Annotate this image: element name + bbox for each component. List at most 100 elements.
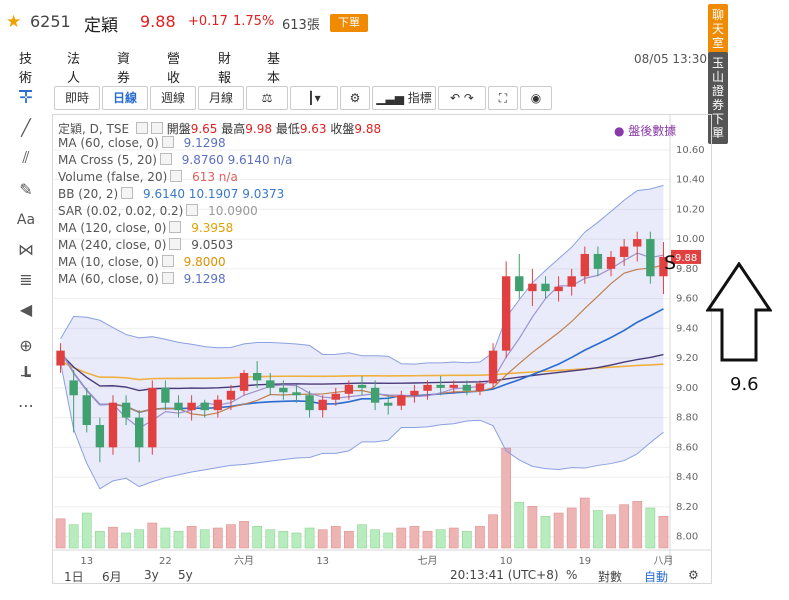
auto-scale-toggle[interactable]: 自動 [644, 570, 669, 584]
candle-body [108, 402, 118, 448]
range-3y[interactable]: 3y [144, 568, 159, 582]
chart-frame [52, 114, 712, 584]
crosshair-icon[interactable]: ✛ [19, 88, 33, 107]
candle-body [95, 425, 105, 448]
volume-bar [422, 531, 433, 549]
candle-body [292, 392, 301, 396]
y-tick-label: 9.80 [676, 264, 698, 275]
percent-toggle[interactable]: % [566, 568, 578, 582]
price-chart[interactable]: 8.00 8.20 8.40 8.60 8.80 9.00 9.20 9.40 9.60 9.80… [52, 114, 712, 566]
volume-bar [514, 501, 525, 549]
candle-body [580, 253, 590, 277]
volume-bar [540, 516, 551, 549]
indicators-button[interactable]: ▁▃▅ 指標 [372, 86, 436, 110]
interval-weekly-button[interactable]: 週線 [150, 86, 196, 110]
legend-item-name: Volume (false, 20) [58, 170, 168, 184]
chart-toolbar: 即時 日線 週線 月線 ⚖ ┃▾ ⚙ ▁▃▅ 指標 ↶ ↷ ⛶ ◉ [52, 84, 712, 112]
text-tool-icon[interactable]: Aa [16, 212, 36, 228]
parallel-lines-icon[interactable]: ⫽ [22, 148, 30, 167]
volume-bar [108, 526, 118, 549]
y-tick-label: 9.60 [676, 294, 698, 305]
volume-bar [448, 527, 459, 549]
more-tools-icon[interactable]: ⋯ [18, 396, 34, 415]
y-tick-label: 9.20 [676, 353, 698, 364]
tab-technical[interactable]: 技術 [19, 48, 33, 92]
legend-item-toggle[interactable] [161, 272, 174, 284]
range-6m[interactable]: 6月 [102, 570, 122, 584]
y-tick-label: 8.40 [676, 472, 698, 483]
interval-intraday-button[interactable]: 即時 [54, 86, 100, 110]
legend-settings-icon[interactable] [150, 122, 163, 134]
favorite-star-icon[interactable]: ★ [6, 12, 22, 32]
axis-settings-icon[interactable]: ⚙ [688, 568, 699, 582]
legend-item-toggle[interactable] [170, 170, 183, 182]
chart-style-candle-icon[interactable]: ┃▾ [290, 86, 338, 110]
legend-item-name: MA (10, close, 0) [58, 255, 159, 269]
legend-item-toggle[interactable] [161, 136, 174, 148]
price-change: +0.17 [188, 14, 228, 29]
trade-button[interactable]: 下單 [330, 14, 368, 32]
legend-item-toggle[interactable] [159, 153, 172, 165]
legend-item-values: 613 n/a [188, 170, 238, 184]
log-toggle[interactable]: 對數 [598, 570, 623, 584]
volume-bar [239, 521, 249, 549]
volume-bar [344, 531, 354, 549]
measure-icon[interactable]: ┺ [21, 366, 31, 385]
candle-body [318, 399, 327, 411]
settings-gear-icon[interactable]: ⚙ [340, 86, 370, 110]
x-tick-label: 八月 [653, 555, 673, 566]
tab-margin[interactable]: 資券 [117, 52, 131, 86]
volume-bar [462, 531, 472, 549]
fibonacci-icon[interactable]: ≣ [19, 270, 33, 289]
undo-redo-icon[interactable]: ↶ ↷ [438, 86, 486, 110]
legend-main: 定穎, D, TSE 開盤9.65 最高9.98 最低9.63 收盤9.88 [58, 120, 381, 137]
legend-item-toggle[interactable] [121, 187, 134, 199]
volume-bar [95, 531, 105, 549]
compare-scale-icon[interactable]: ⚖ [246, 86, 288, 110]
y-tick-label: 10.20 [676, 204, 705, 215]
arrow-left-icon[interactable]: ◀ [19, 300, 33, 319]
y-tick-label: 8.60 [676, 442, 698, 453]
interval-monthly-button[interactable]: 月線 [198, 86, 244, 110]
bollinger-upper-line [60, 184, 664, 365]
interval-daily-button[interactable]: 日線 [102, 86, 148, 110]
legend-item-toggle[interactable] [169, 238, 182, 250]
range-5y[interactable]: 5y [178, 568, 193, 582]
legend-item-values: 9.6140 10.1907 9.0373 [139, 187, 285, 201]
tab-financials[interactable]: 財報 [218, 52, 232, 86]
candle-body [384, 402, 393, 406]
volume-bar [501, 447, 512, 549]
legend-item-toggle[interactable] [186, 204, 199, 216]
legend-item-values: 9.1298 [179, 272, 226, 286]
volume-bar [619, 504, 629, 549]
stock-code: 6251 [30, 12, 71, 31]
legend-item: BB (20, 2) 9.6140 10.1907 9.0373 [58, 187, 284, 201]
tab-institutional[interactable]: 法人 [67, 52, 81, 86]
zoom-icon[interactable]: ⊕ [19, 336, 33, 355]
tab-basic[interactable]: 基本 [267, 52, 281, 86]
last-price-marker [671, 249, 701, 264]
legend-item-name: MA Cross (5, 20) [58, 153, 157, 167]
chat-room-label: 聊天室 [711, 8, 724, 50]
legend-item-toggle[interactable] [169, 221, 182, 233]
broker-order-button[interactable]: 玉山證券下單 [708, 52, 728, 144]
after-hours-link[interactable]: ● 盤後數據 [614, 124, 677, 138]
volume-bar [317, 529, 328, 549]
candle-body [554, 286, 563, 292]
brush-icon[interactable]: ✎ [19, 180, 33, 199]
range-1d[interactable]: 1日 [64, 570, 84, 584]
tab-revenue[interactable]: 營收 [167, 52, 181, 86]
price-change-pct: 1.75% [233, 14, 275, 29]
legend-item-name: SAR (0.02, 0.02, 0.2) [58, 204, 184, 218]
legend-item-name: BB (20, 2) [58, 187, 119, 201]
camera-icon[interactable]: ◉ [520, 86, 552, 110]
legend-eye-icon[interactable] [135, 122, 148, 134]
legend-item-toggle[interactable] [161, 255, 174, 267]
fullscreen-icon[interactable]: ⛶ [488, 86, 518, 110]
volume-bar [606, 514, 616, 549]
chat-room-button[interactable]: 聊天室 [708, 4, 728, 54]
trend-line-icon[interactable]: ╱ [21, 118, 31, 137]
open-label: 開盤 [166, 122, 191, 136]
candle-body [423, 384, 432, 391]
pattern-icon[interactable]: ⋈ [18, 240, 34, 259]
